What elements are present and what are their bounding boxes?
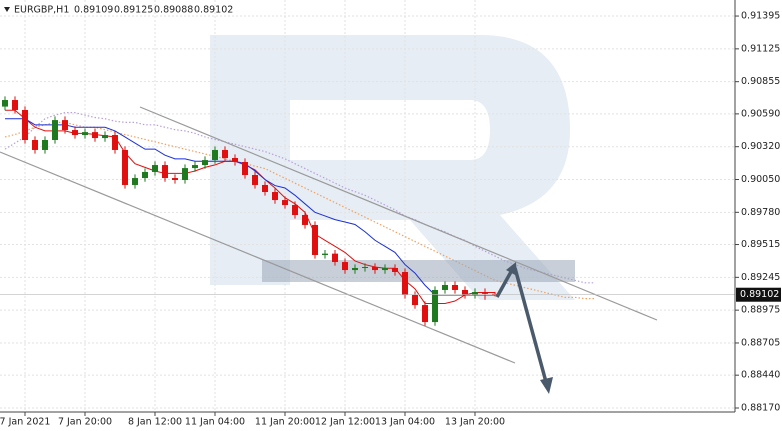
y-tick-label: 0.88705 — [741, 337, 780, 348]
y-tick-label: 0.91395 — [741, 11, 780, 22]
y-tick-label: 0.88170 — [741, 402, 780, 413]
x-tick-label: 11 Jan 04:00 — [185, 417, 245, 428]
candle-body — [112, 135, 118, 150]
candle-body — [92, 132, 98, 139]
candle-body — [372, 267, 378, 271]
candle-body — [162, 165, 168, 179]
zone — [262, 260, 575, 282]
candle-body — [442, 284, 448, 290]
y-tick-label: 0.91125 — [741, 43, 780, 54]
candle-body — [482, 292, 488, 294]
candle-body — [452, 284, 458, 290]
candle-body — [202, 160, 208, 166]
header: EURGBP,H1 0.89109 0.89125 0.89088 0.8910… — [4, 5, 233, 16]
y-tick-label: 0.88975 — [741, 305, 780, 316]
candle-body — [182, 168, 188, 180]
candle-body — [492, 293, 498, 295]
candle-body — [332, 253, 338, 263]
price-label: 0.89102 — [740, 289, 779, 300]
candle-body — [142, 171, 148, 179]
x-tick-label: 13 Jan 04:00 — [375, 417, 435, 428]
candle-body — [392, 267, 398, 272]
x-tick-label: 7 Jan 2021 — [0, 417, 50, 428]
menu-triangle — [4, 7, 10, 12]
candle-body — [102, 135, 108, 139]
price-box — [736, 287, 781, 302]
candle-body — [72, 130, 78, 136]
candle-body — [42, 140, 48, 150]
axis-labels: 0.91395 0.91125 0.90855 0.90590 0.90320 0.900… — [0, 11, 781, 428]
candle-body — [462, 289, 468, 295]
candle-body — [272, 192, 278, 201]
y-tick-label: 0.89515 — [741, 239, 780, 250]
candle-body — [262, 184, 268, 193]
candle-body — [62, 120, 68, 131]
candle-body — [292, 205, 298, 215]
candle-body — [322, 253, 328, 255]
candle-body — [82, 132, 88, 136]
y-tick-label: 0.90320 — [741, 141, 780, 152]
header-high: 0.89125 — [114, 5, 153, 16]
header-open: 0.89109 — [74, 5, 113, 16]
y-tick-label: 0.89780 — [741, 207, 780, 218]
candle-body — [282, 200, 288, 206]
candle-body — [252, 175, 258, 185]
candle-body — [302, 214, 308, 225]
y-tick-label: 0.90855 — [741, 76, 780, 87]
symbol: EURGBP,H1 — [14, 5, 69, 16]
candle-body — [312, 224, 318, 255]
candle-body — [422, 305, 428, 323]
candle-body — [362, 267, 368, 269]
y-tick-label: 0.90590 — [741, 108, 780, 119]
candle-body — [232, 157, 238, 163]
forecast-arrow — [495, 262, 553, 394]
x-tick-label: 12 Jan 12:00 — [315, 417, 375, 428]
candle-body — [342, 262, 348, 271]
channel-lower — [0, 151, 516, 364]
y-tick-label: 0.88440 — [741, 370, 780, 381]
x-tick-label: 13 Jan 20:00 — [445, 417, 505, 428]
candle-body — [212, 149, 218, 161]
candle-body — [172, 178, 178, 180]
candle-body — [412, 294, 418, 306]
indicator-line — [5, 118, 495, 296]
header-low: 0.89088 — [154, 5, 193, 16]
x-tick-label: 11 Jan 20:00 — [255, 417, 315, 428]
candle-body — [192, 165, 198, 169]
x-tick-label: 8 Jan 12:00 — [128, 417, 182, 428]
candle-body — [382, 267, 388, 271]
y-tick-label: 0.90050 — [741, 174, 780, 185]
candle-body — [242, 162, 248, 176]
candle-body — [432, 289, 438, 323]
candle-body — [122, 149, 128, 185]
candle-body — [32, 140, 38, 150]
grid — [0, 0, 735, 412]
candle-body — [12, 100, 18, 110]
plot — [0, 96, 735, 326]
candle-body — [152, 165, 158, 172]
x-tick-label: 7 Jan 20:00 — [58, 417, 112, 428]
candle-body — [22, 109, 28, 141]
header-close: 0.89102 — [194, 5, 233, 16]
candle-body — [132, 178, 138, 185]
candle-body — [402, 271, 408, 295]
candle-body — [52, 120, 58, 141]
y-tick-label: 0.89245 — [741, 272, 780, 283]
channel-upper — [139, 106, 658, 321]
candle-body — [472, 292, 478, 295]
candle-body — [222, 149, 228, 158]
candle-body — [352, 267, 358, 271]
candle-body — [2, 100, 8, 107]
